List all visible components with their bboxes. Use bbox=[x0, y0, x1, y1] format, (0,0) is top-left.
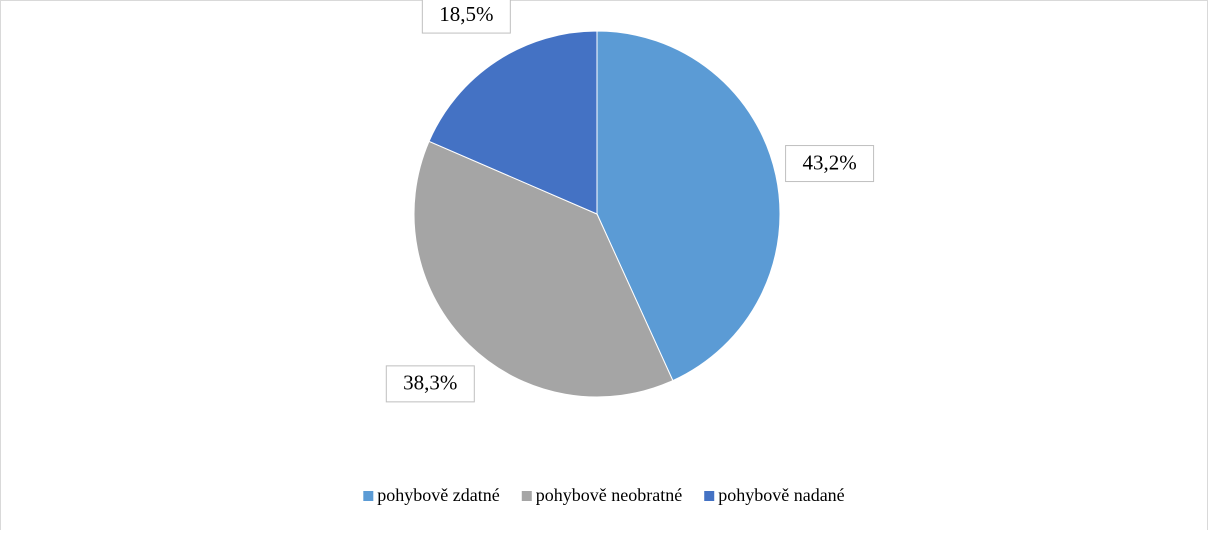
pie-slice bbox=[413, 140, 674, 398]
data-label-box bbox=[385, 365, 475, 403]
data-label-box bbox=[421, 0, 511, 34]
legend-label: pohybově zdatné bbox=[377, 485, 499, 505]
pie-slice bbox=[596, 30, 781, 382]
legend-swatch bbox=[521, 491, 532, 501]
data-label: 43,2% bbox=[802, 150, 856, 174]
data-label: 18,5% bbox=[439, 2, 493, 26]
legend-label: pohybově neobratné bbox=[536, 485, 682, 505]
legend-swatch bbox=[363, 491, 374, 501]
pie-slice bbox=[428, 30, 598, 215]
legend-label: pohybově nadané bbox=[718, 485, 844, 505]
data-label-box bbox=[785, 145, 875, 183]
legend-swatch bbox=[704, 491, 715, 501]
data-label: 38,3% bbox=[403, 371, 457, 395]
